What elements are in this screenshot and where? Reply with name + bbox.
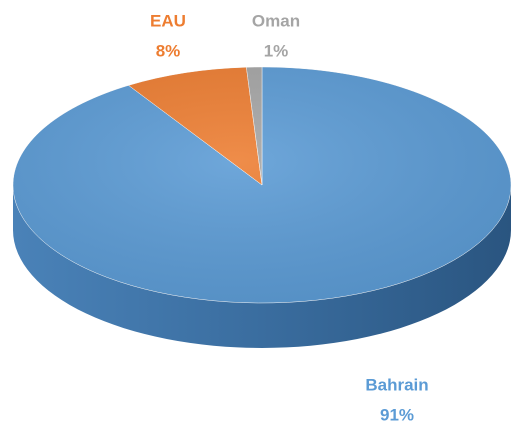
label-value: 1% [264, 41, 289, 60]
label-value: 91% [380, 405, 414, 424]
label-value: 8% [156, 41, 181, 60]
pie [12, 66, 512, 348]
slice-side [13, 185, 511, 348]
label-name: Bahrain [365, 375, 428, 394]
data-labels: Bahrain 91% EAU 8% Oman 1% [150, 11, 429, 424]
label-name: EAU [150, 11, 186, 30]
label-name: Oman [252, 11, 300, 30]
